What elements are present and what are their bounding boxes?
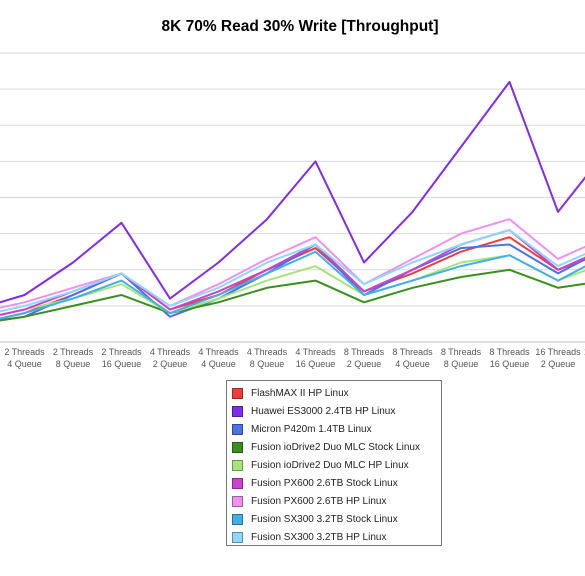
x-tick-label: 2 Queue [541,359,576,369]
series-line-3 [0,243,585,322]
legend-swatch [232,513,243,525]
x-tick-label: 2 Threads [53,347,94,357]
series-line-8 [0,250,585,320]
x-tick-label: 4 Queue [395,359,430,369]
x-tick-label: 8 Threads [489,347,530,357]
x-tick-label: 4 Threads [198,347,239,357]
legend-item: Fusion SX300 3.2TB HP Linux [227,528,441,546]
x-tick-label: 8 Threads [344,347,385,357]
legend-swatch [232,423,243,435]
x-tick-label: 4 Threads [295,347,336,357]
legend-item: Micron P420m 1.4TB Linux [227,420,441,438]
legend-item: Huawei ES3000 2.4TB HP Linux [227,402,441,420]
x-tick-label: 4 Threads [247,347,288,357]
legend-item: FlashMAX II HP Linux [227,384,441,402]
x-tick-label: 8 Queue [444,359,479,369]
legend-label: FlashMAX II HP Linux [251,387,349,399]
series-line-9 [0,229,585,313]
x-tick-label: 2 Queue [347,359,382,369]
series-line-6 [0,229,585,316]
legend-label: Fusion SX300 3.2TB Stock Linux [251,513,398,525]
x-tick-label: 2 Threads [4,347,45,357]
chart-title: 8K 70% Read 30% Write [Throughput] [161,18,439,35]
legend-swatch [232,531,243,543]
legend-item: Fusion PX600 2.6TB Stock Linux [227,474,441,492]
x-tick-label: 8 Threads [392,347,433,357]
legend-swatch [232,387,243,399]
series-lines [0,80,585,322]
legend-item: Fusion ioDrive2 Duo MLC HP Linux [227,456,441,474]
legend-label: Fusion PX600 2.6TB Stock Linux [251,477,398,489]
gridlines [0,52,585,343]
series-line-2 [0,80,585,304]
legend-swatch [232,441,243,453]
x-tick-label: 16 Threads [584,347,585,357]
x-tick-label: 16 Queue [490,359,530,369]
legend-item: Fusion SX300 3.2TB Stock Linux [227,510,441,528]
legend-label: Huawei ES3000 2.4TB HP Linux [251,405,396,417]
x-tick-label: 2 Threads [101,347,142,357]
series-line-4 [0,268,585,322]
legend-swatch [232,405,243,417]
legend-label: Fusion ioDrive2 Duo MLC Stock Linux [251,441,420,453]
x-tick-label: 2 Queue [153,359,188,369]
series-line-7 [0,218,585,309]
legend-item: Fusion ioDrive2 Duo MLC Stock Linux [227,438,441,456]
legend-label: Micron P420m 1.4TB Linux [251,423,372,435]
x-tick-label: 4 Threads [150,347,191,357]
x-tick-label: 4 Queue [201,359,236,369]
legend-swatch [232,477,243,489]
legend-swatch [232,459,243,471]
x-tick-label: 16 Queue [296,359,336,369]
legend-label: Fusion SX300 3.2TB HP Linux [251,531,387,543]
legend: FlashMAX II HP Linux Huawei ES3000 2.4TB … [226,380,442,546]
x-tick-label: 8 Queue [56,359,91,369]
legend-label: Fusion ioDrive2 Duo MLC HP Linux [251,459,409,471]
x-tick-label: 8 Queue [250,359,285,369]
x-tick-label: 4 Queue [7,359,42,369]
x-tick-label: 8 Threads [441,347,482,357]
legend-item: Fusion PX600 2.6TB HP Linux [227,492,441,510]
x-tick-label: 16 Queue [102,359,142,369]
legend-label: Fusion PX600 2.6TB HP Linux [251,495,387,507]
legend-swatch [232,495,243,507]
x-tick-label: 16 Threads [535,347,581,357]
